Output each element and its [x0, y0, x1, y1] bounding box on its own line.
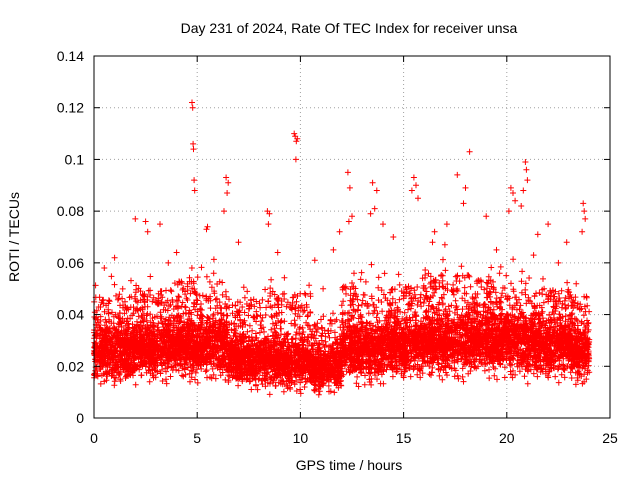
x-tick-label: 20 [499, 430, 515, 446]
y-tick-label: 0.14 [57, 48, 84, 64]
y-tick-label: 0.04 [57, 307, 84, 323]
grid-lines [94, 56, 610, 418]
x-tick-label: 0 [90, 430, 98, 446]
x-tick-label: 10 [293, 430, 309, 446]
y-tick-label: 0.02 [57, 358, 84, 374]
x-axis-label: GPS time / hours [296, 457, 403, 473]
x-tick-label: 15 [396, 430, 412, 446]
y-tick-label: 0.06 [57, 255, 84, 271]
scatter-points [91, 99, 593, 398]
roti-data-points [91, 99, 593, 398]
x-tick-label: 25 [602, 430, 618, 446]
y-tick-label: 0.08 [57, 203, 84, 219]
x-tick-label: 5 [193, 430, 201, 446]
axes: 0 0.02 0.04 0.06 0.08 0.1 0.12 0.14 0 5 10 15 20 25 [57, 48, 618, 446]
y-tick-label: 0.1 [65, 151, 85, 167]
chart-title: Day 231 of 2024, Rate Of TEC Index for r… [181, 20, 518, 36]
y-tick-label: 0 [76, 410, 84, 426]
y-tick-label: 0.12 [57, 100, 84, 116]
y-axis-label: ROTI / TECUs [6, 192, 22, 282]
plot-frame [93, 55, 611, 419]
